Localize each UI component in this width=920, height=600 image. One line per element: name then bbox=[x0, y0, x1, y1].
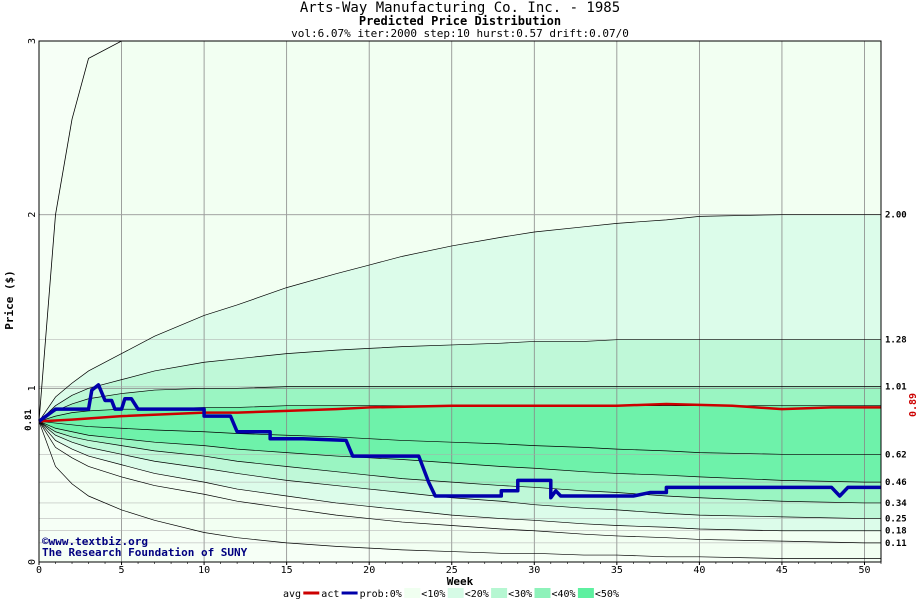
y-tick-label: 0 bbox=[27, 559, 38, 565]
x-tick-label: 30 bbox=[528, 565, 540, 576]
right-label: 1.28 bbox=[885, 336, 907, 346]
x-tick-labels: 0 5 10 15 20 25 30 35 40 45 50 bbox=[36, 562, 882, 576]
right-label: 1.01 bbox=[885, 383, 907, 393]
right-label: 0.62 bbox=[885, 450, 907, 460]
band-40-30 bbox=[39, 421, 881, 503]
percentile-curve-p5 bbox=[38, 421, 881, 544]
copyright-icon: © bbox=[42, 535, 49, 548]
percentile-curve-p60 bbox=[38, 405, 881, 422]
legend-prob: prob:0% bbox=[360, 589, 402, 600]
legend-avg: avg bbox=[283, 589, 301, 600]
legend-band-swatch bbox=[577, 588, 594, 598]
y-tick-label: 2 bbox=[27, 212, 38, 218]
band-60-50 bbox=[39, 405, 881, 455]
percentile-curve-p10 bbox=[38, 421, 881, 532]
x-tick-label: 0 bbox=[36, 565, 42, 576]
percentile-curve-p90 bbox=[38, 214, 881, 422]
legend-band-label: <40% bbox=[552, 589, 576, 600]
legend-band-label: <50% bbox=[595, 589, 619, 600]
credit-website-text: www.textbiz.org bbox=[49, 535, 148, 548]
right-label: 0.34 bbox=[885, 499, 907, 509]
legend-band-label: <10% bbox=[421, 589, 445, 600]
x-tick-label: 20 bbox=[363, 565, 375, 576]
chart-title: Arts-Way Manufacturing Co. Inc. - 1985 bbox=[300, 0, 620, 16]
percentile-curve-p30 bbox=[38, 421, 881, 504]
right-percentile-labels: 2.00 1.28 1.01 0.62 0.46 0.34 0.25 0.18 0.11 bbox=[885, 211, 907, 549]
x-tick-label: 25 bbox=[446, 565, 458, 576]
right-label: 0.46 bbox=[885, 478, 907, 488]
right-label: 0.25 bbox=[885, 515, 907, 525]
series-line-avg bbox=[38, 402, 881, 423]
chart-params: vol:6.07% iter:2000 step:10 hurst:0.57 d… bbox=[291, 27, 629, 40]
probability-bands bbox=[39, 41, 881, 562]
start-price-label: 0.81 bbox=[24, 409, 34, 431]
band-80-70 bbox=[39, 339, 881, 422]
percentile-curve-p_bottom bbox=[38, 421, 881, 559]
y-tick-labels: 0 1 2 3 bbox=[27, 38, 38, 565]
percentile-curve-p50 bbox=[38, 420, 881, 455]
legend-band-swatch bbox=[491, 588, 508, 598]
legend: avg act prob:0% <10% <20% <30% <40% <50% bbox=[283, 588, 619, 600]
x-tick-label: 45 bbox=[776, 565, 788, 576]
percentile-curve-p80 bbox=[38, 339, 881, 422]
band-70-60 bbox=[39, 386, 881, 422]
credit-organization: The Research Foundation of SUNY bbox=[42, 546, 248, 559]
legend-band-swatch bbox=[534, 588, 551, 598]
x-tick-label: 35 bbox=[611, 565, 623, 576]
x-tick-label: 40 bbox=[693, 565, 705, 576]
x-tick-label: 50 bbox=[858, 565, 870, 576]
right-label: 0.11 bbox=[885, 539, 907, 549]
plot-frame bbox=[38, 40, 882, 563]
series-line-prob bbox=[37, 383, 881, 500]
y-tick-label: 1 bbox=[27, 385, 38, 391]
x-tick-label: 5 bbox=[119, 565, 125, 576]
band-30-20 bbox=[39, 421, 881, 519]
band-top bbox=[39, 41, 881, 422]
x-tick-label: 15 bbox=[281, 565, 293, 576]
legend-act: act bbox=[321, 589, 339, 600]
chart-subtitle: Predicted Price Distribution bbox=[359, 14, 561, 28]
band-20-10 bbox=[39, 421, 881, 531]
x-tick-label: 10 bbox=[198, 565, 210, 576]
band-50-40 bbox=[39, 421, 881, 483]
percentile-curve-p20 bbox=[38, 421, 881, 519]
right-label: 0.18 bbox=[885, 527, 907, 537]
x-axis-label: Week bbox=[447, 575, 474, 588]
band-bottom bbox=[39, 421, 881, 559]
grid-lines bbox=[39, 41, 881, 562]
percentile-curve-p40 bbox=[38, 421, 881, 483]
credit-website: ©www.textbiz.org bbox=[42, 535, 148, 548]
legend-band-swatch bbox=[404, 588, 421, 598]
right-label: 2.00 bbox=[885, 211, 907, 221]
legend-band-label: <30% bbox=[508, 589, 532, 600]
legend-band-label: <20% bbox=[465, 589, 489, 600]
legend-band-swatch bbox=[447, 588, 464, 598]
y-tick-label: 3 bbox=[27, 38, 38, 44]
last-price-label: 0.89 bbox=[908, 393, 919, 417]
series-lines bbox=[37, 383, 881, 500]
y-axis-label: Price ($) bbox=[3, 270, 16, 330]
band-90-80 bbox=[39, 214, 881, 422]
